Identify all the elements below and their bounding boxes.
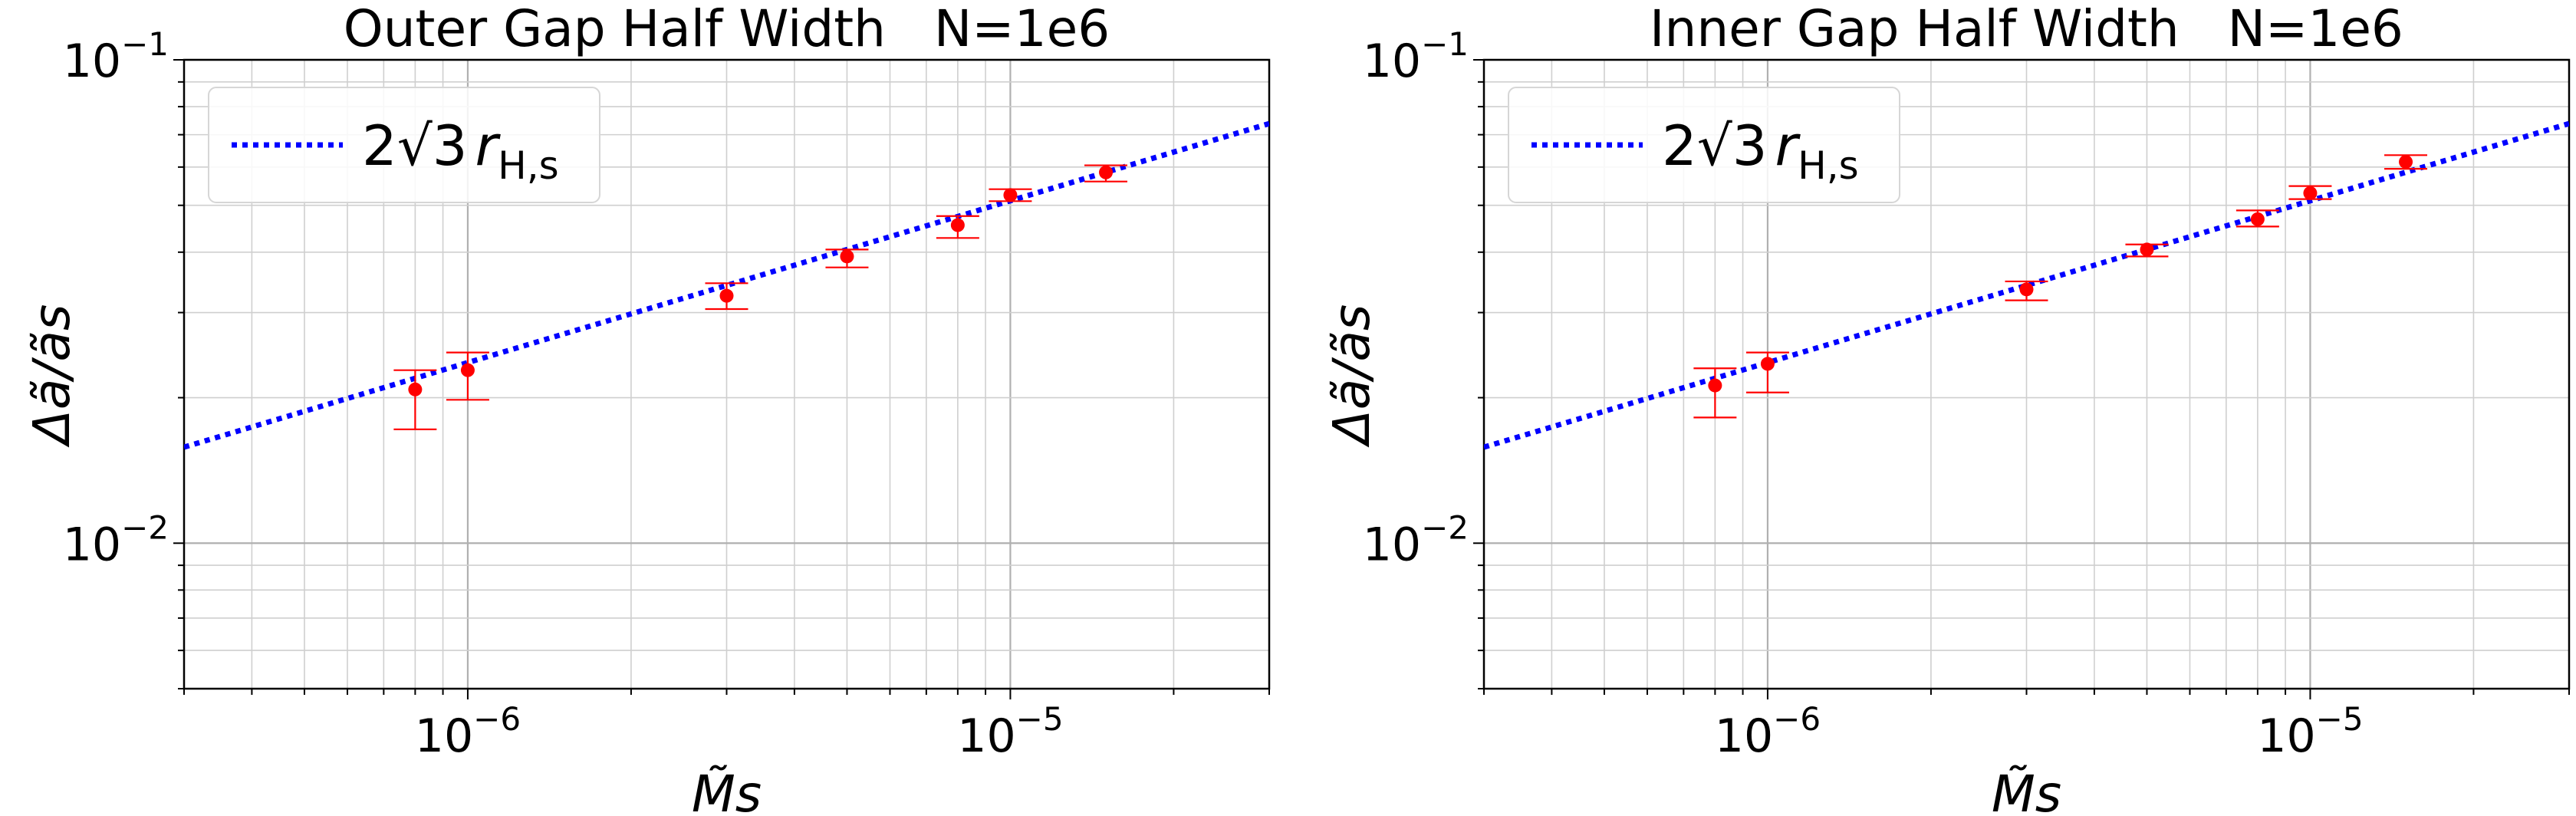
chart-title: Inner Gap Half Width N=1e6	[1650, 0, 2403, 58]
data-marker	[1760, 357, 1775, 371]
data-marker	[2250, 212, 2265, 226]
data-point	[936, 215, 979, 239]
data-marker	[950, 218, 965, 232]
x-axis-label: M̃s	[1992, 765, 2061, 816]
data-point	[1084, 164, 1128, 183]
legend: 2√3 rH,s	[1508, 87, 1900, 203]
data-point	[989, 188, 1032, 202]
data-point	[1745, 351, 1789, 393]
tick-marks	[1473, 59, 2570, 699]
data-point	[705, 282, 748, 311]
data-point	[2288, 185, 2332, 200]
data-marker	[2399, 155, 2413, 169]
plot-area	[1484, 120, 2569, 450]
data-point	[2125, 242, 2169, 258]
y-tick-label: 10−1	[63, 25, 169, 88]
data-marker	[719, 288, 734, 303]
data-marker	[1003, 188, 1018, 202]
legend-box	[1508, 87, 1900, 203]
data-point	[2384, 154, 2428, 170]
x-tick-label: 10−6	[415, 700, 521, 763]
y-tick-label: 10−2	[1363, 508, 1469, 571]
x-tick-label: 10−5	[2257, 700, 2363, 763]
x-tick-label: 10−6	[1715, 700, 1821, 763]
data-marker	[2019, 282, 2034, 297]
data-marker	[2140, 242, 2154, 257]
tick-marks	[173, 59, 1270, 699]
legend: 2√3 rH,s	[208, 87, 600, 203]
data-marker	[840, 249, 854, 264]
data-marker	[460, 363, 475, 377]
data-marker	[1708, 378, 1722, 393]
data-point	[393, 369, 437, 430]
y-tick-label: 10−2	[63, 508, 169, 571]
data-point	[1693, 367, 1737, 419]
plot-area	[184, 120, 1269, 450]
x-axis-label: M̃s	[692, 765, 762, 816]
legend-box	[208, 87, 600, 203]
legend-label: 2√3 rH,s	[362, 114, 559, 188]
y-axis-label: Δã/ãs	[22, 304, 81, 449]
chart-title: Outer Gap Half Width N=1e6	[344, 0, 1110, 58]
y-tick-label: 10−1	[1363, 25, 1469, 88]
data-marker	[1099, 165, 1114, 179]
data-point	[2005, 280, 2048, 301]
x-tick-label: 10−5	[957, 700, 1063, 763]
legend-label: 2√3 rH,s	[1662, 114, 1859, 188]
data-point	[825, 248, 869, 268]
data-point	[446, 351, 489, 401]
data-marker	[2303, 186, 2318, 200]
data-marker	[408, 382, 423, 396]
y-axis-label: Δã/ãs	[1322, 304, 1381, 449]
data-point	[2235, 209, 2279, 228]
